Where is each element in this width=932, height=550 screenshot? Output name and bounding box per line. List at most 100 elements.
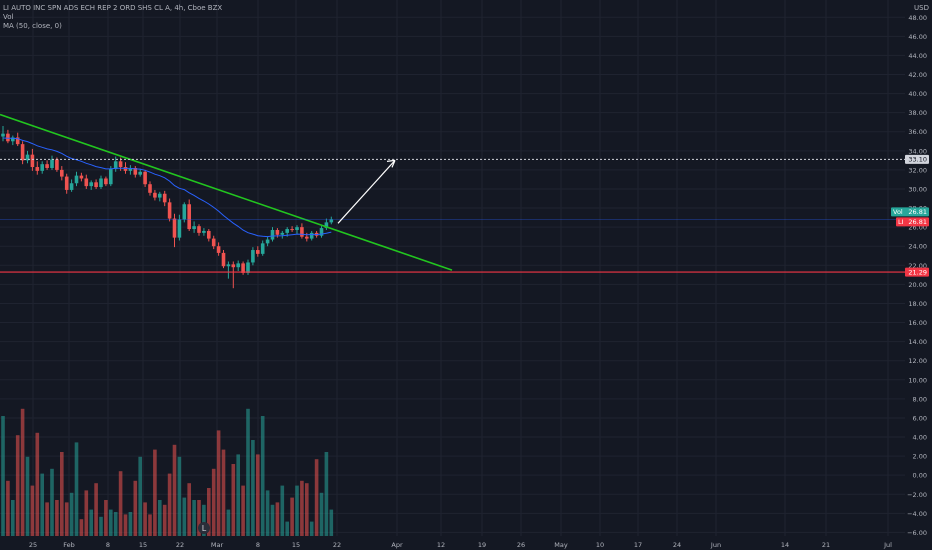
candle-body xyxy=(300,227,304,237)
volume-bar xyxy=(285,521,289,536)
candle-body xyxy=(158,193,162,198)
volume-bar xyxy=(60,452,64,536)
candle-body xyxy=(143,171,147,185)
candle-body xyxy=(197,226,201,233)
volume-bar xyxy=(295,485,299,536)
volume-bar xyxy=(89,509,93,536)
volume-bar xyxy=(251,440,255,536)
candlestick-series[interactable] xyxy=(1,126,334,289)
price-tick-label: 44.00 xyxy=(908,52,927,60)
time-tick-label: Feb xyxy=(63,541,75,549)
ma-tag-bg xyxy=(896,217,929,227)
volume-bar xyxy=(172,444,177,536)
candle-body xyxy=(113,161,118,169)
time-axis[interactable]: 25 Feb 8 15 22 Mar 8 15 22 Apr 12 19 26 May 10 17 24 Jun 1… xyxy=(29,541,892,549)
time-tick-label: 21 xyxy=(822,541,830,549)
symbol-legend[interactable]: LI AUTO INC SPN ADS ECH REP 2 ORD SHS CL… xyxy=(3,4,222,13)
candle-body xyxy=(50,159,54,168)
candle-body xyxy=(221,252,226,267)
candle-body xyxy=(280,232,285,235)
volume-bar xyxy=(143,502,147,536)
time-tick-label: 19 xyxy=(478,541,486,549)
volume-bar xyxy=(216,430,221,536)
tradingview-logo[interactable]: L xyxy=(198,522,210,534)
volume-bar xyxy=(275,502,280,536)
volume-bar xyxy=(158,500,162,536)
volume-bars xyxy=(1,408,334,536)
volume-bar xyxy=(118,471,123,536)
price-tick-label: 42.00 xyxy=(908,71,927,79)
price-tick-label: 10.00 xyxy=(908,376,927,384)
time-tick-label: 8 xyxy=(106,541,110,549)
candle-body xyxy=(290,229,294,231)
candle-body xyxy=(15,137,20,145)
volume-bar xyxy=(35,432,40,536)
volume-bar xyxy=(25,456,30,536)
volume-bar xyxy=(1,416,5,536)
price-tick-label: −2.00 xyxy=(907,491,927,499)
candle-body xyxy=(226,264,231,267)
trendline-drawing[interactable] xyxy=(0,113,453,271)
volume-bar xyxy=(84,490,89,536)
time-tick-label: 22 xyxy=(176,541,184,549)
price-tick-label: 4.00 xyxy=(913,434,927,442)
candle-body xyxy=(74,175,79,184)
volume-bar xyxy=(123,514,128,536)
volume-legend[interactable]: Vol xyxy=(3,13,13,22)
ma-prefix: LI xyxy=(898,218,904,226)
time-tick-label: 17 xyxy=(634,541,642,549)
volume-bar xyxy=(148,514,152,536)
volume-bar xyxy=(211,468,216,536)
ma-legend[interactable]: MA (50, close, 0) xyxy=(3,22,62,31)
price-tick-label: 22.00 xyxy=(908,262,927,270)
volume-bar xyxy=(329,509,334,536)
volume-bar xyxy=(162,504,167,536)
symbol-title: LI AUTO INC SPN ADS ECH REP 2 ORD SHS CL… xyxy=(3,4,223,12)
candle-body xyxy=(138,171,142,175)
price-axis-tags: 33.10 Vol 26.81 LI 26.81 21.29 xyxy=(891,154,929,277)
price-tick-label: 30.00 xyxy=(908,185,927,193)
candle-body xyxy=(211,238,216,247)
candle-body xyxy=(182,204,187,220)
volume-bar xyxy=(236,454,240,536)
candle-body xyxy=(133,167,138,175)
volume-bar xyxy=(202,504,206,536)
candle-body xyxy=(11,137,15,142)
candle-body xyxy=(89,182,93,187)
candle-body xyxy=(251,250,255,263)
candle-body xyxy=(207,230,211,239)
candle-body xyxy=(148,184,152,193)
candle-body xyxy=(246,262,250,273)
price-tick-label: 48.00 xyxy=(908,14,927,22)
price-tick-label: 16.00 xyxy=(908,319,927,327)
volume-bar xyxy=(167,473,172,536)
price-tick-label: 6.00 xyxy=(913,414,927,422)
arrow-drawing[interactable] xyxy=(337,159,396,224)
price-tick-label: −6.00 xyxy=(907,529,927,537)
volume-bar xyxy=(94,483,98,536)
volume-bar xyxy=(231,464,236,536)
volume-bar xyxy=(153,449,157,536)
price-tick-label: 2.00 xyxy=(913,453,927,461)
candle-body xyxy=(104,178,108,185)
time-tick-label: Jul xyxy=(883,541,892,549)
price-tick-label: 20.00 xyxy=(908,281,927,289)
time-tick-label: 22 xyxy=(333,541,341,549)
candle-body xyxy=(231,264,236,268)
price-tick-label: 24.00 xyxy=(908,243,927,251)
candle-body xyxy=(123,167,128,171)
volume-bar xyxy=(177,456,182,536)
candle-body xyxy=(295,227,299,231)
ma-label: MA (50, close, 0) xyxy=(3,22,62,30)
candle-body xyxy=(324,222,329,229)
price-tick-label: 34.00 xyxy=(908,147,927,155)
candle-body xyxy=(241,263,245,273)
volume-bar xyxy=(30,485,35,536)
candle-body xyxy=(202,230,206,233)
price-tick-label: 12.00 xyxy=(908,357,927,365)
volume-bar xyxy=(113,512,118,536)
volume-bar xyxy=(64,502,69,536)
candle-body xyxy=(118,161,123,168)
